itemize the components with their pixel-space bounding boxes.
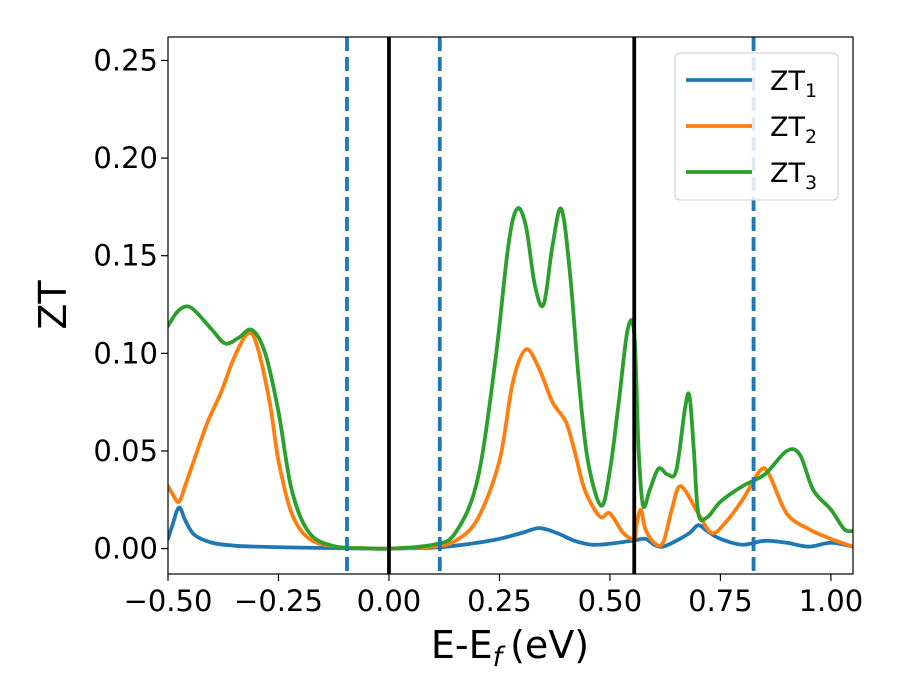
x-tick-label: 0.75 <box>688 584 753 618</box>
series-line-1 <box>168 505 853 551</box>
series-line-2 <box>168 330 853 551</box>
x-tick-label: 1.00 <box>799 584 864 618</box>
y-tick-label: 0.05 <box>93 434 158 468</box>
x-axis-label-main: E-E <box>431 623 493 667</box>
x-tick-label: 0.25 <box>467 584 532 618</box>
legend-box <box>674 52 839 201</box>
y-tick-label: 0.15 <box>93 239 158 273</box>
legend-label-1: ZT1 <box>770 66 817 102</box>
x-axis-label-subscript: f <box>493 642 506 673</box>
x-axis-label: E-Ef (eV) <box>431 623 589 673</box>
y-tick-label: 0.25 <box>93 43 158 77</box>
x-tick-label: −0.50 <box>124 584 213 618</box>
y-tick-label: 0.20 <box>93 141 158 175</box>
y-tick-label: 0.10 <box>93 336 158 370</box>
x-tick-label: 0.00 <box>357 584 422 618</box>
y-tick-label: 0.00 <box>93 532 158 566</box>
legend-label-2: ZT2 <box>770 112 817 148</box>
series-line-3 <box>168 206 853 551</box>
x-tick-label: 0.50 <box>578 584 643 618</box>
x-axis-label-unit: (eV) <box>510 623 589 667</box>
axis-ticks: −0.50 −0.25 0.00 0.25 0.50 0.75 1.00 0.00 0.05 0.… <box>93 43 863 618</box>
legend-label-3: ZT3 <box>770 158 817 194</box>
y-axis-label: ZT <box>31 280 75 330</box>
series-lines <box>168 206 853 551</box>
plot-frame <box>167 36 854 575</box>
x-tick-label: −0.25 <box>234 584 323 618</box>
legend: ZT1 ZT2 ZT3 <box>674 52 839 201</box>
